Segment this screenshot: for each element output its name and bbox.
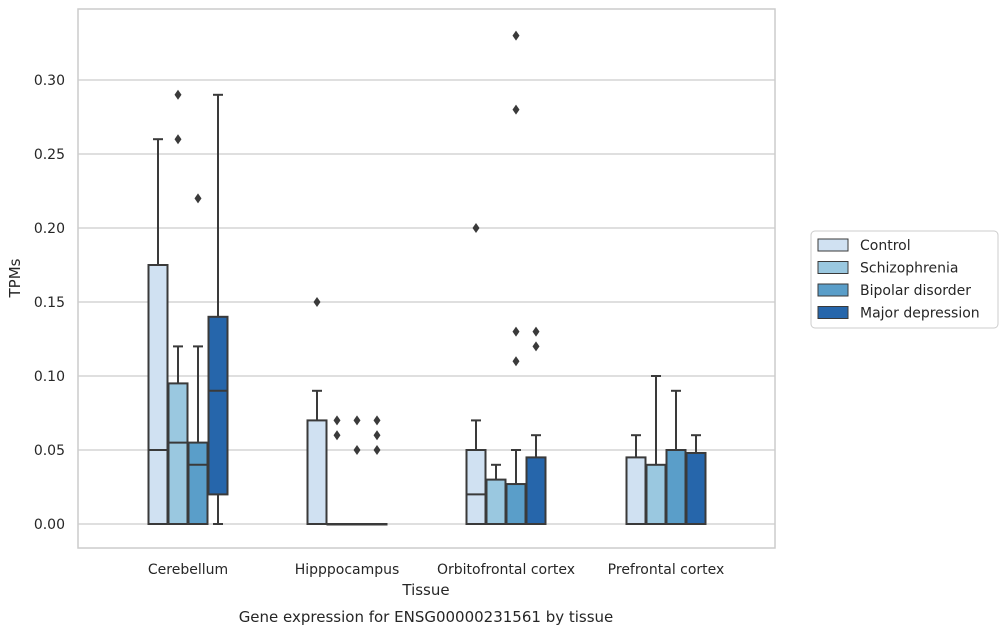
box-body xyxy=(465,449,487,525)
legend-label: Schizophrenia xyxy=(860,261,958,277)
y-tick-label: 0.00 xyxy=(34,517,65,533)
box xyxy=(366,523,388,526)
box xyxy=(625,434,647,525)
series-schizophrenia xyxy=(167,345,667,526)
outlier-point xyxy=(174,89,182,100)
y-tick-label: 0.30 xyxy=(34,73,65,89)
series-bipolar-disorder xyxy=(187,345,687,526)
legend-swatch xyxy=(817,261,849,274)
box-body xyxy=(525,456,547,525)
box-body xyxy=(645,463,667,525)
box-body xyxy=(625,456,647,525)
x-tick-label: Cerebellum xyxy=(148,562,228,578)
outliers xyxy=(174,30,540,455)
outlier-point xyxy=(512,356,520,367)
box-body xyxy=(306,419,328,525)
outlier-point xyxy=(512,326,520,337)
box xyxy=(326,523,348,526)
legend-label: Control xyxy=(860,238,911,254)
box xyxy=(187,345,209,526)
plot-frame xyxy=(77,8,776,549)
box xyxy=(465,419,487,525)
box xyxy=(645,375,667,525)
outlier-point xyxy=(353,445,361,455)
y-tick-label: 0.05 xyxy=(34,443,65,459)
y-tick-label: 0.10 xyxy=(34,369,65,385)
x-axis-label: Tissue xyxy=(401,581,449,599)
box-body xyxy=(207,315,229,496)
legend-swatch xyxy=(817,306,849,319)
box-body xyxy=(485,478,507,526)
box-body xyxy=(167,382,189,525)
box xyxy=(346,523,368,526)
outlier-point xyxy=(532,341,540,352)
legend-label: Bipolar disorder xyxy=(860,283,971,299)
x-tick-label: Prefrontal cortex xyxy=(608,562,725,578)
outlier-point xyxy=(174,134,182,145)
outlier-point xyxy=(373,415,381,426)
legend-swatch xyxy=(817,283,849,297)
box xyxy=(525,434,547,525)
legend-label: Major depression xyxy=(860,306,980,322)
x-tick-label: Orbitofrontal cortex xyxy=(437,562,575,578)
legend-swatch xyxy=(817,238,849,252)
legend-frame xyxy=(810,230,999,329)
y-tick-label: 0.25 xyxy=(34,147,65,163)
box-body xyxy=(147,264,169,525)
x-axis-ticks: Cerebellum Hipppocampus Orbitofrontal cort… xyxy=(148,562,724,578)
box xyxy=(505,449,527,526)
box xyxy=(306,389,328,525)
legend-item: Schizophrenia xyxy=(817,261,958,277)
box xyxy=(167,345,189,525)
outlier-point xyxy=(353,415,361,426)
box xyxy=(207,93,229,525)
series-major-depression xyxy=(207,93,707,526)
outlier-point xyxy=(532,326,540,337)
outlier-point xyxy=(373,445,381,455)
outlier-point xyxy=(194,193,202,204)
outlier-point xyxy=(373,430,381,441)
x-tick-label: Hipppocampus xyxy=(295,562,400,578)
box-body xyxy=(505,483,527,526)
outlier-point xyxy=(313,297,321,307)
chart-caption: Gene expression for ENSG00000231561 by t… xyxy=(239,608,614,626)
legend: Control Schizophrenia Bipolar disorder Majo… xyxy=(810,230,999,329)
y-axis-ticks: 0.00 0.05 0.10 0.15 0.20 0.25 0.30 xyxy=(34,73,65,533)
y-axis-label: TPMs xyxy=(6,258,24,298)
box xyxy=(685,434,707,525)
box-body xyxy=(685,451,707,525)
outlier-point xyxy=(472,223,480,233)
legend-item: Control xyxy=(817,238,911,254)
box xyxy=(665,389,687,525)
outlier-point xyxy=(333,430,341,441)
y-tick-label: 0.20 xyxy=(34,221,65,237)
outlier-point xyxy=(333,415,341,426)
box xyxy=(485,463,507,526)
box xyxy=(147,138,169,525)
box-plot-series xyxy=(147,93,707,526)
box-body xyxy=(187,441,209,526)
outlier-point xyxy=(512,30,520,41)
y-tick-label: 0.15 xyxy=(34,295,65,311)
legend-item: Bipolar disorder xyxy=(817,283,971,299)
outlier-point xyxy=(512,104,520,115)
box-body xyxy=(665,449,687,525)
legend-item: Major depression xyxy=(817,306,980,322)
